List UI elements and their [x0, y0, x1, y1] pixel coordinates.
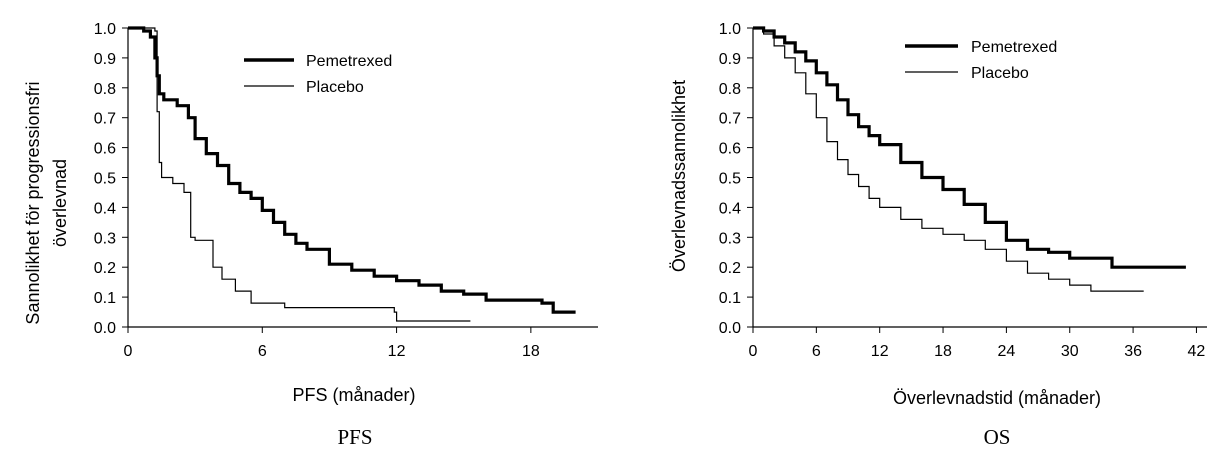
pfs-x-tick-label: 18	[522, 343, 540, 360]
os-title: OS	[984, 425, 1011, 449]
pfs-chart: 0.0 0.1 0.2 0.3 0.4 0.5 0.6 0.7 0.8 0.9 1.0 0 6 12 18…	[23, 21, 598, 449]
os-x-tick-label: 42	[1188, 343, 1206, 360]
pfs-x-tick-label: 0	[124, 343, 133, 360]
os-x-ticks: 0 6 12 18 24 30 36 42	[749, 327, 1206, 360]
legend-label-placebo: Placebo	[971, 65, 1029, 82]
os-x-tick-label: 18	[934, 343, 952, 360]
pfs-y-tick-label: 0.7	[94, 111, 116, 128]
os-legend: Pemetrexed Placebo	[905, 39, 1057, 82]
os-y-tick-label: 0.9	[719, 51, 741, 68]
pfs-y-tick-label: 0.4	[94, 200, 116, 217]
pfs-y-tick-label: 0.8	[94, 81, 116, 98]
os-y-tick-label: 0.3	[719, 230, 741, 247]
pfs-y-tick-label: 0.2	[94, 260, 116, 277]
pfs-title: PFS	[337, 425, 372, 449]
pfs-legend: Pemetrexed Placebo	[244, 53, 392, 96]
os-x-axis-label: Överlevnadstid (månader)	[893, 388, 1101, 408]
pfs-x-tick-label: 6	[258, 343, 267, 360]
pfs-y-tick-label: 0.3	[94, 230, 116, 247]
os-y-axis-label: Överlevnadssannolikhet	[669, 80, 689, 272]
pfs-y-axis-label-line2: överlevnad	[50, 159, 70, 247]
os-y-tick-label: 1.0	[719, 21, 741, 38]
legend-label-pemetrexed: Pemetrexed	[971, 39, 1057, 56]
os-x-tick-label: 12	[871, 343, 889, 360]
pfs-series-pemetrexed	[128, 26, 576, 314]
os-x-tick-label: 0	[749, 343, 758, 360]
pfs-x-axis-label: PFS (månader)	[292, 385, 415, 405]
legend-label-pemetrexed: Pemetrexed	[306, 53, 392, 70]
pfs-y-tick-label: 0.9	[94, 51, 116, 68]
os-chart: 0.0 0.1 0.2 0.3 0.4 0.5 0.6 0.7 0.8 0.9 1.0 0 6 12 18…	[669, 21, 1207, 449]
pfs-y-tick-label: 1.0	[94, 21, 116, 38]
os-x-tick-label: 6	[812, 343, 821, 360]
os-x-tick-label: 36	[1124, 343, 1142, 360]
os-y-tick-label: 0.6	[719, 141, 741, 158]
os-y-tick-label: 0.1	[719, 290, 741, 307]
os-y-tick-label: 0.7	[719, 111, 741, 128]
pfs-y-ticks: 0.0 0.1 0.2 0.3 0.4 0.5 0.6 0.7 0.8 0.9 1.0	[94, 21, 128, 337]
legend-label-placebo: Placebo	[306, 79, 364, 96]
pfs-x-ticks: 0 6 12 18	[124, 327, 540, 360]
pfs-y-tick-label: 0.5	[94, 171, 116, 188]
os-y-ticks: 0.0 0.1 0.2 0.3 0.4 0.5 0.6 0.7 0.8 0.9 1.0	[719, 21, 753, 337]
pfs-series	[128, 26, 576, 322]
os-series	[753, 26, 1186, 292]
pfs-y-tick-label: 0.6	[94, 141, 116, 158]
os-x-tick-label: 30	[1061, 343, 1079, 360]
os-y-tick-label: 0.0	[719, 320, 741, 337]
os-y-tick-label: 0.8	[719, 81, 741, 98]
os-y-tick-label: 0.5	[719, 171, 741, 188]
pfs-axes	[127, 28, 598, 328]
os-y-tick-label: 0.4	[719, 200, 741, 217]
pfs-y-tick-label: 0.0	[94, 320, 116, 337]
pfs-x-tick-label: 12	[388, 343, 406, 360]
pfs-y-tick-label: 0.1	[94, 290, 116, 307]
os-series-pemetrexed	[753, 26, 1186, 269]
os-y-tick-label: 0.2	[719, 260, 741, 277]
pfs-y-axis-label-line1: Sannolikhet för progressionsfri	[23, 81, 43, 324]
os-series-placebo	[753, 27, 1144, 292]
pfs-series-placebo	[128, 27, 471, 322]
os-x-tick-label: 24	[997, 343, 1015, 360]
